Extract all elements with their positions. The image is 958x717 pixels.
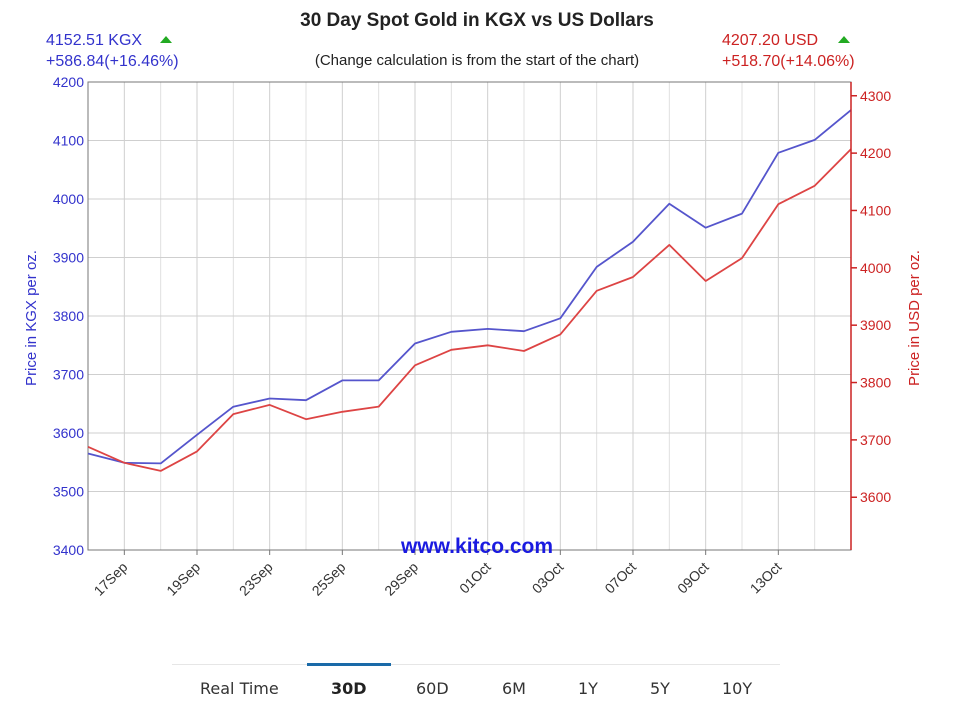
kitco-watermark: www.kitco.com [400,535,553,558]
y-right-tick-label: 3800 [860,375,891,391]
chart-subtitle: (Change calculation is from the start of… [315,52,639,69]
tab-5y[interactable]: 5Y [650,679,670,698]
x-tick-label: 01Oct [456,559,494,597]
tick-layer: 17Sep 19Sep 23Sep 25Sep 29Sep 01Oct 03Oct 07Oct… [53,74,892,599]
y-left-tick-label: 4200 [53,74,84,90]
y-left-tick-label: 3600 [53,425,84,441]
tab-10y[interactable]: 10Y [722,679,753,698]
x-tick-label: 17Sep [91,559,131,599]
tab-real-time[interactable]: Real Time [200,679,279,698]
y-right-tick-label: 4300 [860,88,891,104]
y-right-axis-label: Price in USD per oz. [906,250,923,386]
x-tick-label: 09Oct [674,559,712,597]
x-tick-label: 23Sep [236,559,276,599]
right-change-readout: +518.70(+14.06%) [722,53,855,70]
tab-1y[interactable]: 1Y [578,679,598,698]
x-tick-label: 25Sep [309,559,349,599]
x-tick-label: 13Oct [747,559,785,597]
gold-chart: 17Sep 19Sep 23Sep 25Sep 29Sep 01Oct 03Oct 07Oct… [23,10,923,599]
chart-grid [88,81,851,551]
y-left-axis-label: Price in KGX per oz. [23,250,40,386]
y-right-tick-label: 4000 [860,260,891,276]
y-left-tick-label: 3900 [53,250,84,266]
y-left-tick-label: 3400 [53,542,84,558]
y-right-tick-label: 4100 [860,202,891,218]
y-right-tick-label: 4200 [860,145,891,161]
y-left-tick-label: 3500 [53,484,84,500]
y-right-tick-label: 3600 [860,489,891,505]
y-right-tick-label: 3700 [860,432,891,448]
tab-30d[interactable]: 30D [331,679,367,698]
x-tick-label: 29Sep [381,559,421,599]
series-line-usd [87,148,852,472]
right-price-readout: 4207.20 USD [722,32,818,49]
right-up-arrow-icon [838,36,850,43]
left-up-arrow-icon [160,36,172,43]
x-tick-label: 07Oct [601,559,639,597]
y-left-tick-label: 3800 [53,308,84,324]
y-left-tick-label: 3700 [53,367,84,383]
tab-60d[interactable]: 60D [416,679,449,698]
active-tab-indicator [307,663,391,666]
chart-title: 30 Day Spot Gold in KGX vs US Dollars [300,10,654,31]
timeframe-tabs: Real Time 30D 60D 6M 1Y 5Y 10Y [172,663,780,715]
series-line-kgx [87,109,852,465]
y-left-tick-label: 4100 [53,133,84,149]
series-layer [87,109,852,472]
tab-6m[interactable]: 6M [502,679,526,698]
x-tick-label: 19Sep [163,559,203,599]
y-right-tick-label: 3900 [860,317,891,333]
left-price-readout: 4152.51 KGX [46,32,142,49]
left-change-readout: +586.84(+16.46%) [46,53,179,70]
x-tick-label: 03Oct [529,559,567,597]
y-left-tick-label: 4000 [53,191,84,207]
